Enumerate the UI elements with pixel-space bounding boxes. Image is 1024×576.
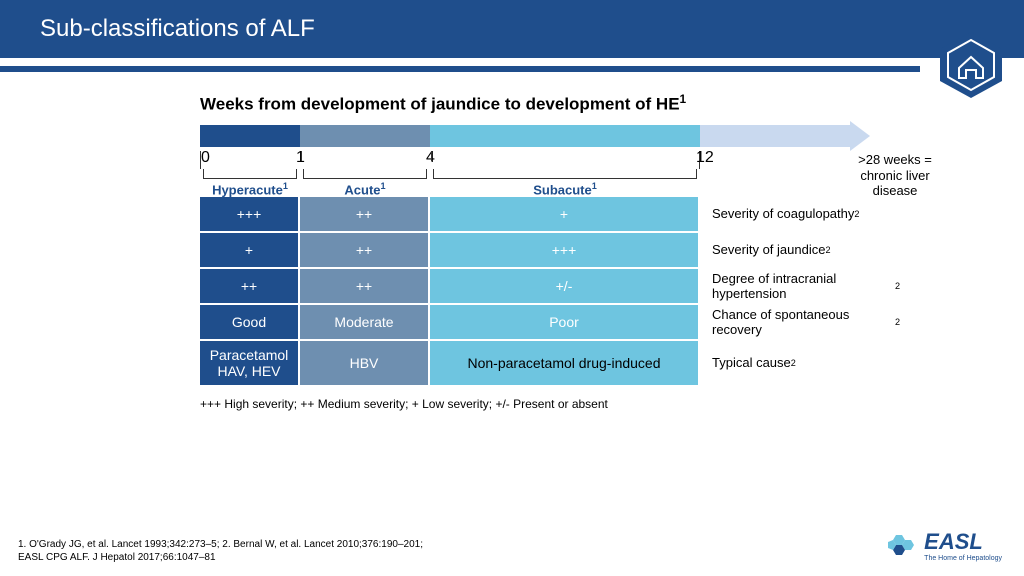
category-label: Subacute1 — [430, 181, 700, 197]
tick-row: 01412 — [200, 151, 700, 169]
table-cell: ++ — [200, 269, 300, 303]
row-label: Severity of coagulopathy2 — [700, 197, 900, 231]
table-row: Paracetamol HAV, HEVHBVNon-paracetamol d… — [200, 341, 900, 387]
logo-text: EASL — [924, 529, 1002, 555]
row-label: Typical cause2 — [700, 341, 900, 385]
tick-label: 12 — [696, 149, 714, 167]
slide-title: Sub-classifications of ALF — [40, 15, 315, 43]
table-cell: Moderate — [300, 305, 430, 339]
timeline-segment — [300, 125, 430, 147]
table-row: +++++/-Degree of intracranial hypertensi… — [200, 269, 900, 305]
classification-table: ++++++Severity of coagulopathy2++++++Sev… — [200, 197, 900, 387]
chart-title: Weeks from development of jaundice to de… — [200, 92, 984, 115]
table-cell: Good — [200, 305, 300, 339]
category-label: Acute1 — [300, 181, 430, 197]
arrow-head-icon — [850, 121, 870, 151]
chronic-note: >28 weeks = chronic liver disease — [840, 152, 950, 199]
table-cell: ++ — [300, 269, 430, 303]
table-cell: + — [200, 233, 300, 267]
category-bracket — [433, 169, 697, 179]
table-row: ++++++Severity of jaundice2 — [200, 233, 900, 269]
table-row: GoodModeratePoorChance of spontaneous re… — [200, 305, 900, 341]
category-bracket — [203, 169, 297, 179]
category-label: Hyperacute1 — [200, 181, 300, 197]
logo-mark-icon — [888, 531, 918, 561]
table-cell: +++ — [430, 233, 700, 267]
tick-label: 0 — [201, 149, 210, 167]
timeline-segment — [200, 125, 300, 147]
table-cell: + — [430, 197, 700, 231]
category-bracket — [303, 169, 427, 179]
logo-subtitle: The Home of Hepatology — [924, 555, 1002, 562]
table-cell: Poor — [430, 305, 700, 339]
references: 1. O'Grady JG, et al. Lancet 1993;342:27… — [18, 538, 423, 564]
slide-header: Sub-classifications of ALF — [0, 0, 1024, 58]
home-icon[interactable] — [936, 30, 1006, 100]
severity-legend: +++ High severity; ++ Medium severity; +… — [200, 397, 984, 411]
reference-line: 1. O'Grady JG, et al. Lancet 1993;342:27… — [18, 538, 423, 551]
bracket-row: Hyperacute1Acute1Subacute1 — [200, 169, 700, 197]
reference-line: EASL CPG ALF. J Hepatol 2017;66:1047–81 — [18, 551, 423, 564]
table-row: ++++++Severity of coagulopathy2 — [200, 197, 900, 233]
timeline-segment — [430, 125, 700, 147]
easl-logo: EASL The Home of Hepatology — [888, 529, 1002, 562]
table-cell: ++ — [300, 197, 430, 231]
content-area: Weeks from development of jaundice to de… — [0, 72, 1024, 411]
table-cell: Paracetamol HAV, HEV — [200, 341, 300, 385]
table-cell: Non-paracetamol drug-induced — [430, 341, 700, 385]
row-label: Chance of spontaneous recovery2 — [700, 305, 900, 339]
table-cell: +/- — [430, 269, 700, 303]
table-cell: HBV — [300, 341, 430, 385]
table-cell: +++ — [200, 197, 300, 231]
table-cell: ++ — [300, 233, 430, 267]
row-label: Severity of jaundice2 — [700, 233, 900, 267]
timeline-segment — [700, 125, 850, 147]
timeline-bar — [200, 125, 870, 151]
row-label: Degree of intracranial hypertension2 — [700, 269, 900, 303]
